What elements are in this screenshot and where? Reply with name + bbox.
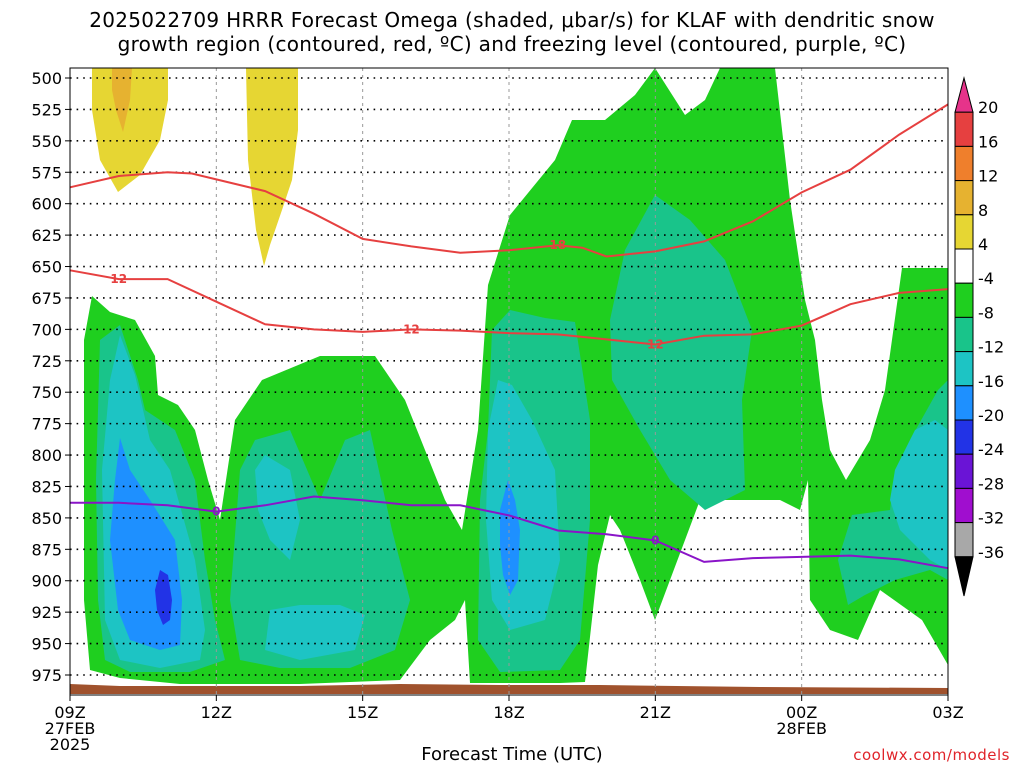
x-tick-label: 15Z bbox=[347, 703, 378, 722]
y-tick-label: 900 bbox=[31, 572, 62, 591]
colorbar-bin bbox=[954, 180, 974, 216]
contour-line bbox=[70, 495, 949, 570]
y-tick-label: 725 bbox=[31, 352, 62, 371]
shade-minus16-to-minus20 bbox=[110, 438, 520, 650]
x-tick-label: 27FEB bbox=[45, 719, 96, 738]
y-tick-label: 625 bbox=[31, 226, 62, 245]
y-tick-label: 500 bbox=[31, 69, 62, 88]
colorbar: 20 16 12 8 4 -4 -8 -12 -16 -20 -24 -28 -32 -36 bbox=[954, 76, 1004, 597]
y-tick-label: 950 bbox=[31, 635, 62, 654]
contour-label: 12 bbox=[110, 272, 127, 286]
colorbar-label: 8 bbox=[978, 201, 988, 220]
y-tick-label: 525 bbox=[31, 100, 62, 119]
chart-title-line-1: 2025022709 HRRR Forecast Omega (shaded, … bbox=[89, 8, 935, 32]
colorbar-label: -24 bbox=[978, 440, 1004, 459]
colorbar-label: -32 bbox=[978, 509, 1004, 528]
shade-4-to-8-left bbox=[92, 68, 168, 192]
colorbar-bin bbox=[954, 351, 974, 387]
contour-label: 18 bbox=[549, 238, 566, 252]
shade-minus12-to-minus16 bbox=[102, 335, 948, 668]
chart-title-line-2: growth region (contoured, red, ºC) and f… bbox=[117, 32, 907, 56]
credit-text: coolwx.com/models bbox=[853, 746, 1010, 764]
colorbar-bin bbox=[954, 419, 974, 455]
colorbar-bin bbox=[954, 453, 974, 489]
colorbar-label: 20 bbox=[978, 98, 998, 117]
contour-lines: 18 12 12 12 0 0 bbox=[69, 103, 949, 570]
x-tick-label: 18Z bbox=[493, 703, 524, 722]
x-axis-title: Forecast Time (UTC) bbox=[421, 744, 603, 765]
colorbar-bin bbox=[954, 522, 974, 558]
shade-minus20-to-minus24 bbox=[155, 570, 172, 625]
contour-line bbox=[69, 269, 949, 346]
x-tick-label: 03Z bbox=[932, 703, 963, 722]
x-tick-label: 21Z bbox=[640, 703, 671, 722]
x-tick-label: 28FEB bbox=[776, 719, 827, 738]
y-tick-label: 700 bbox=[31, 320, 62, 339]
contour-label: 0 bbox=[651, 534, 659, 548]
colorbar-label: 12 bbox=[978, 167, 998, 186]
y-tick-label: 775 bbox=[31, 415, 62, 434]
colorbar-bin bbox=[954, 282, 974, 318]
colorbar-bin bbox=[954, 487, 974, 524]
colorbar-bin bbox=[954, 214, 974, 250]
colorbar-bin bbox=[954, 248, 974, 284]
x-tick-label: 00Z bbox=[786, 703, 817, 722]
y-tick-label: 575 bbox=[31, 163, 62, 182]
x-tick-label: 12Z bbox=[201, 703, 232, 722]
colorbar-label: -20 bbox=[978, 406, 1004, 425]
y-tick-label: 550 bbox=[31, 132, 62, 151]
colorbar-label: -28 bbox=[978, 474, 1004, 493]
y-axis: 500 525 550 575 600 625 650 675 700 725 750 775 800 8… bbox=[31, 69, 70, 685]
y-tick-label: 850 bbox=[31, 509, 62, 528]
contour-line bbox=[69, 103, 949, 258]
colorbar-triangle-bottom bbox=[954, 556, 974, 597]
colorbar-label: -36 bbox=[978, 543, 1004, 562]
colorbar-bin bbox=[954, 145, 974, 182]
colorbar-label: 16 bbox=[978, 132, 998, 151]
colorbar-label: -12 bbox=[978, 338, 1004, 357]
shade-4-to-8-right bbox=[246, 68, 298, 266]
colorbar-triangle-top bbox=[954, 76, 974, 113]
colorbar-label: -16 bbox=[978, 372, 1004, 391]
y-tick-label: 750 bbox=[31, 383, 62, 402]
y-tick-label: 975 bbox=[31, 666, 62, 685]
contour-label: 0 bbox=[212, 505, 220, 519]
y-tick-label: 650 bbox=[31, 258, 62, 277]
colorbar-label: -8 bbox=[978, 303, 994, 322]
contour-label: 12 bbox=[647, 337, 664, 351]
y-tick-label: 600 bbox=[31, 195, 62, 214]
shade-8-to-12 bbox=[112, 68, 132, 132]
y-tick-label: 825 bbox=[31, 477, 62, 496]
omega-shading bbox=[84, 68, 948, 684]
terrain-band bbox=[70, 684, 948, 694]
chart-title: 2025022709 HRRR Forecast Omega (shaded, … bbox=[0, 8, 1024, 56]
colorbar-bin bbox=[954, 385, 974, 421]
plot-grid bbox=[70, 68, 948, 695]
colorbar-label: -4 bbox=[978, 269, 994, 288]
y-tick-label: 925 bbox=[31, 603, 62, 622]
y-tick-label: 675 bbox=[31, 289, 62, 308]
x-tick-label: 2025 bbox=[50, 735, 91, 754]
y-tick-label: 800 bbox=[31, 446, 62, 465]
colorbar-label: 4 bbox=[978, 235, 988, 254]
colorbar-bin bbox=[954, 316, 974, 353]
y-tick-label: 875 bbox=[31, 540, 62, 559]
x-tick-label: 09Z bbox=[54, 703, 85, 722]
colorbar-bin bbox=[954, 111, 974, 147]
contour-label: 12 bbox=[403, 322, 420, 336]
